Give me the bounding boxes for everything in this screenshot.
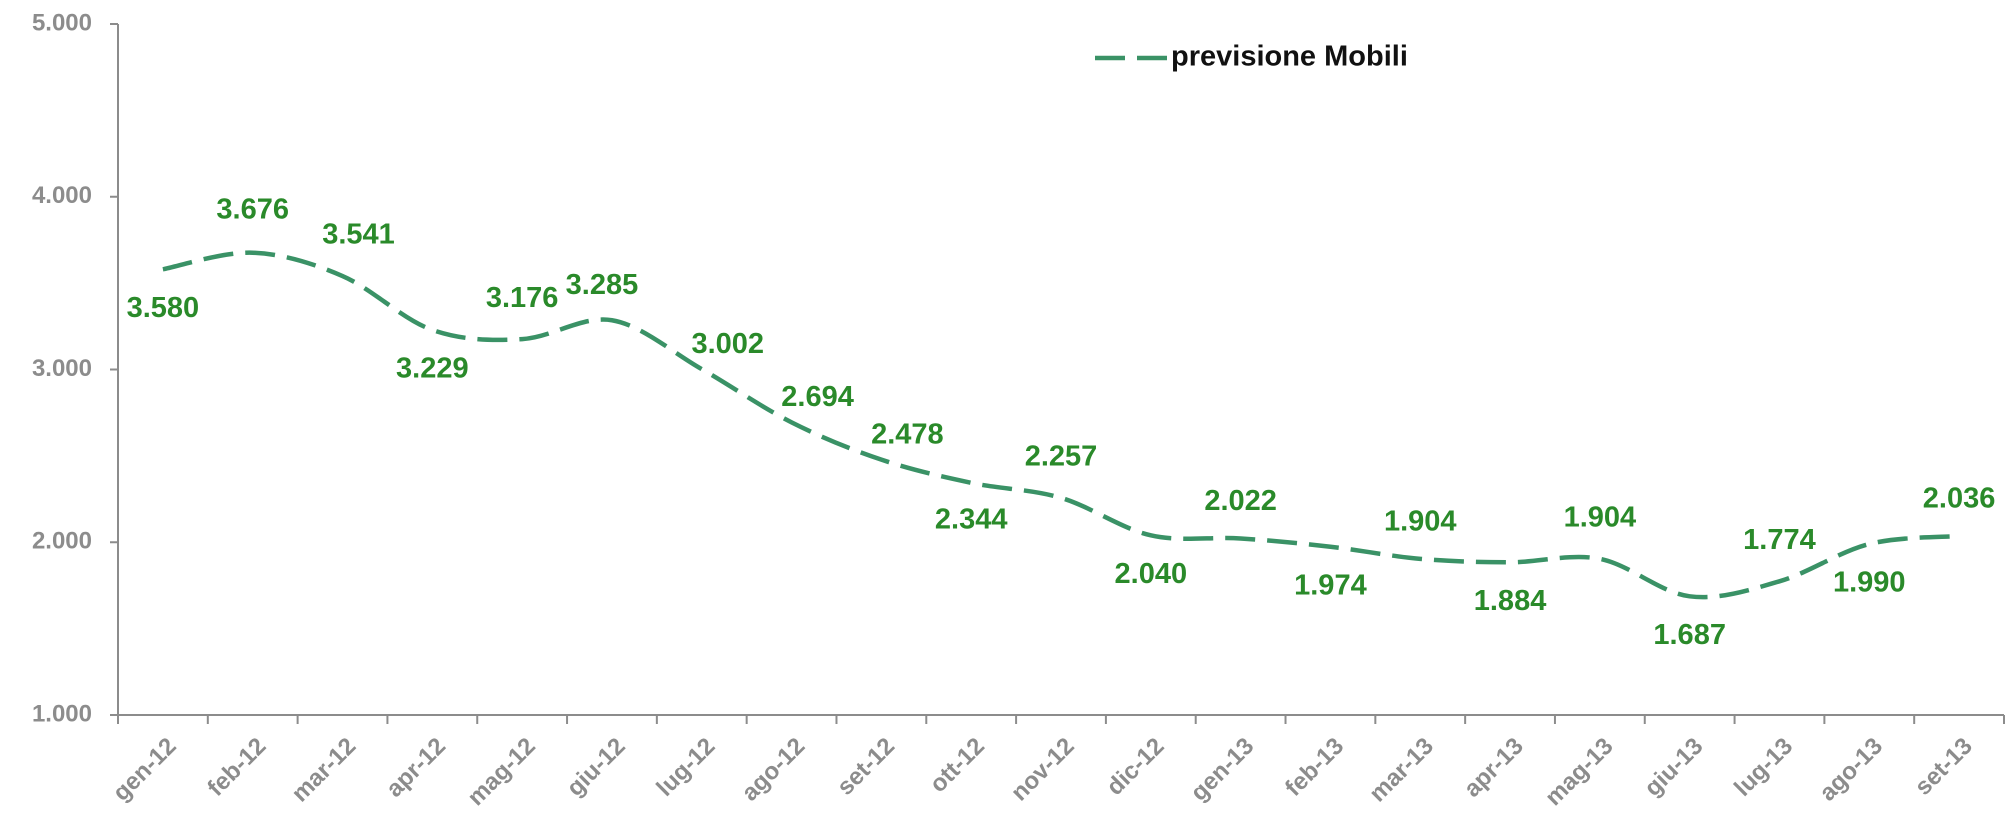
- data-label: 3.229: [396, 353, 469, 385]
- x-tick-label: gen-13: [1186, 733, 1260, 807]
- data-label: 1.904: [1564, 501, 1637, 533]
- data-label: 3.176: [486, 282, 559, 314]
- data-label: 2.344: [935, 503, 1008, 535]
- y-tick-label: 4.000: [32, 182, 92, 209]
- data-label: 3.285: [566, 269, 639, 301]
- x-tick-label: apr-12: [381, 733, 451, 803]
- data-label: 1.974: [1294, 569, 1367, 601]
- x-tick-label: lug-13: [1729, 733, 1798, 802]
- x-tick-label: giu-13: [1639, 733, 1708, 802]
- x-tick-label: dic-12: [1101, 733, 1169, 801]
- x-tick-label: set-12: [832, 733, 900, 801]
- data-label: 1.884: [1474, 585, 1547, 617]
- x-tick-label: ott-12: [925, 733, 990, 798]
- x-tick-label: feb-13: [1280, 733, 1349, 802]
- data-label: 1.774: [1743, 524, 1816, 556]
- y-tick-label: 1.000: [32, 700, 92, 727]
- x-tick-label: giu-12: [562, 733, 631, 802]
- data-label: 3.676: [216, 193, 289, 225]
- data-label: 1.904: [1384, 505, 1457, 537]
- data-label: 2.478: [871, 418, 944, 450]
- data-label: 2.036: [1923, 483, 1996, 515]
- data-label: 2.694: [781, 381, 854, 413]
- x-tick-label: lug-12: [651, 733, 720, 802]
- data-label: 1.990: [1833, 567, 1906, 599]
- legend-label: previsione Mobili: [1171, 41, 1408, 73]
- y-tick-label: 5.000: [32, 9, 92, 36]
- x-tick-label: ago-13: [1814, 733, 1888, 807]
- data-label: 2.257: [1025, 441, 1098, 473]
- x-tick-label: apr-13: [1459, 733, 1529, 803]
- x-tick-label: ago-12: [737, 733, 811, 807]
- data-label: 1.687: [1653, 619, 1726, 651]
- data-label: 2.040: [1115, 558, 1188, 590]
- x-tick-label: set-13: [1910, 733, 1978, 801]
- data-label: 3.002: [691, 328, 764, 360]
- x-tick-label: nov-12: [1006, 733, 1080, 807]
- x-tick-label: mag-13: [1540, 733, 1619, 812]
- data-label: 3.541: [322, 219, 395, 251]
- x-tick-label: mar-13: [1364, 733, 1439, 808]
- y-tick-label: 3.000: [32, 355, 92, 382]
- y-tick-label: 2.000: [32, 528, 92, 555]
- x-tick-label: mag-12: [462, 733, 541, 812]
- data-label: 3.580: [127, 292, 200, 324]
- line: [162, 250, 1960, 600]
- x-tick-label: mar-12: [286, 733, 361, 808]
- x-tick-label: feb-12: [202, 733, 271, 802]
- data-label: 2.022: [1204, 485, 1277, 517]
- x-tick-label: gen-12: [108, 733, 182, 807]
